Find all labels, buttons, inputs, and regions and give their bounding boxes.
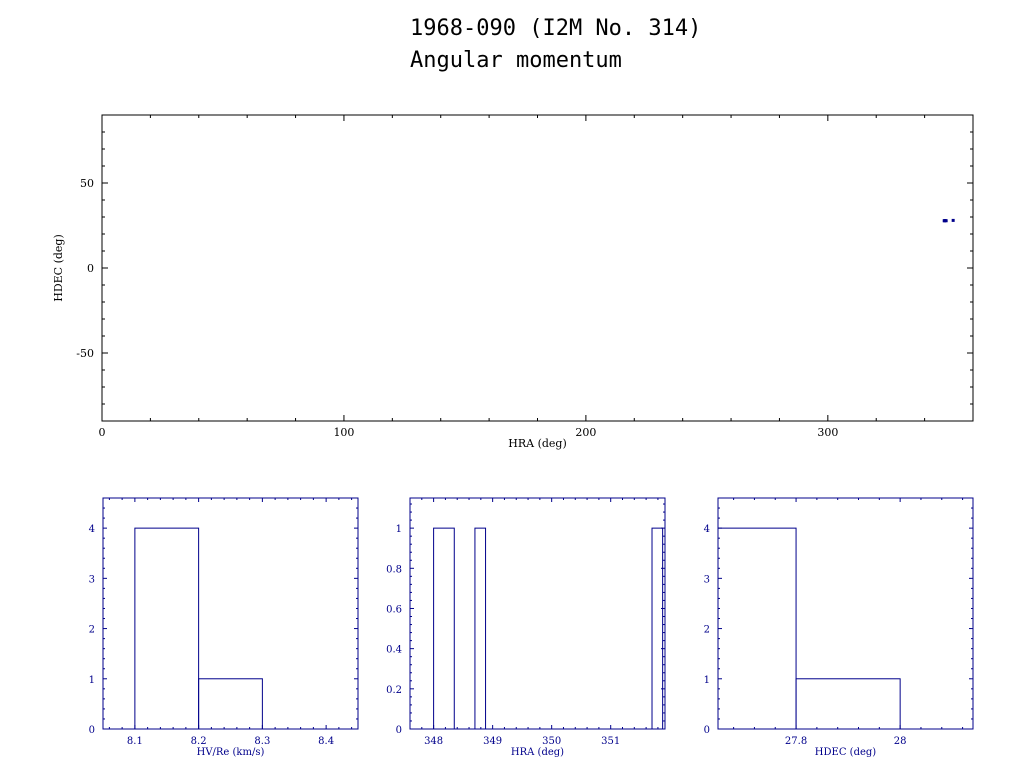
plot-frame <box>101 114 974 422</box>
y-tick-label: 50 <box>80 177 94 190</box>
plot-panel-3: 348 349 350 351 0 0.2 0.4 0.6 0.8 1 HRA (deg) <box>386 497 666 758</box>
histogram-bar <box>795 678 901 730</box>
plot-panel-2: 8.1 8.2 8.3 8.4 0 1 2 3 4 HV/Re (km/s) <box>89 497 359 758</box>
y-tick-label: 1 <box>396 524 402 535</box>
histogram-bar <box>134 527 200 730</box>
x-tick-label: 8.3 <box>254 736 270 747</box>
x-tick-label: 200 <box>575 426 596 439</box>
histogram-bar <box>717 527 797 730</box>
y-tick-label: 3 <box>89 574 95 585</box>
y-tick-label: 0.8 <box>386 564 402 575</box>
x-axis-label: HRA (deg) <box>511 747 564 758</box>
x-tick-label: 0 <box>99 426 106 439</box>
x-axis-label: HV/Re (km/s) <box>197 747 265 758</box>
x-tick-label: 28 <box>894 736 907 747</box>
plot-panel-4: 27.8 28 0 1 2 3 4 HDEC (deg) <box>704 497 974 758</box>
histogram-bar <box>651 527 664 730</box>
x-tick-label: 8.2 <box>191 736 207 747</box>
y-tick-label: 0 <box>396 725 402 736</box>
x-axis-label: HRA (deg) <box>508 437 567 450</box>
data-point <box>944 219 948 223</box>
chart-title: 1968-090 (I2M No. 314) <box>410 16 702 41</box>
x-tick-label: 27.8 <box>785 736 807 747</box>
y-tick-label: 2 <box>89 625 95 636</box>
y-tick-label: 0.2 <box>386 685 402 696</box>
y-tick-label: 0 <box>89 725 95 736</box>
x-tick-label: 350 <box>542 736 561 747</box>
y-tick-label: 4 <box>89 524 95 535</box>
x-tick-label: 349 <box>483 736 502 747</box>
y-tick-label: 1 <box>704 675 710 686</box>
y-tick-label: 3 <box>704 574 710 585</box>
plot-frame <box>102 497 359 730</box>
plot-frame <box>409 497 666 730</box>
x-tick-label: 300 <box>817 426 838 439</box>
y-tick-label: 1 <box>89 675 95 686</box>
y-tick-label: 0 <box>704 725 710 736</box>
y-tick-label: 0.4 <box>386 645 402 656</box>
x-tick-label: 100 <box>333 426 354 439</box>
histogram-bar <box>433 527 455 730</box>
x-tick-label: 8.1 <box>127 736 143 747</box>
chart-subtitle: Angular momentum <box>410 48 622 73</box>
x-tick-label: 348 <box>424 736 443 747</box>
y-tick-label: 0.6 <box>386 604 402 615</box>
y-tick-label: 2 <box>704 625 710 636</box>
histogram-bar <box>198 678 263 730</box>
y-tick-label: 0 <box>87 262 94 275</box>
x-axis-label: HDEC (deg) <box>815 747 876 758</box>
y-axis-label: HDEC (deg) <box>52 234 65 302</box>
histogram-bar <box>474 527 487 730</box>
x-tick-label: 8.4 <box>318 736 334 747</box>
y-tick-label: 4 <box>704 524 710 535</box>
plot-panel-1: 0 100 200 300 -50 0 50 HRA (deg) HDEC (deg) <box>52 114 974 450</box>
x-tick-label: 351 <box>601 736 620 747</box>
y-tick-label: -50 <box>76 347 94 360</box>
plot-frame <box>717 497 974 730</box>
data-point <box>951 218 955 222</box>
